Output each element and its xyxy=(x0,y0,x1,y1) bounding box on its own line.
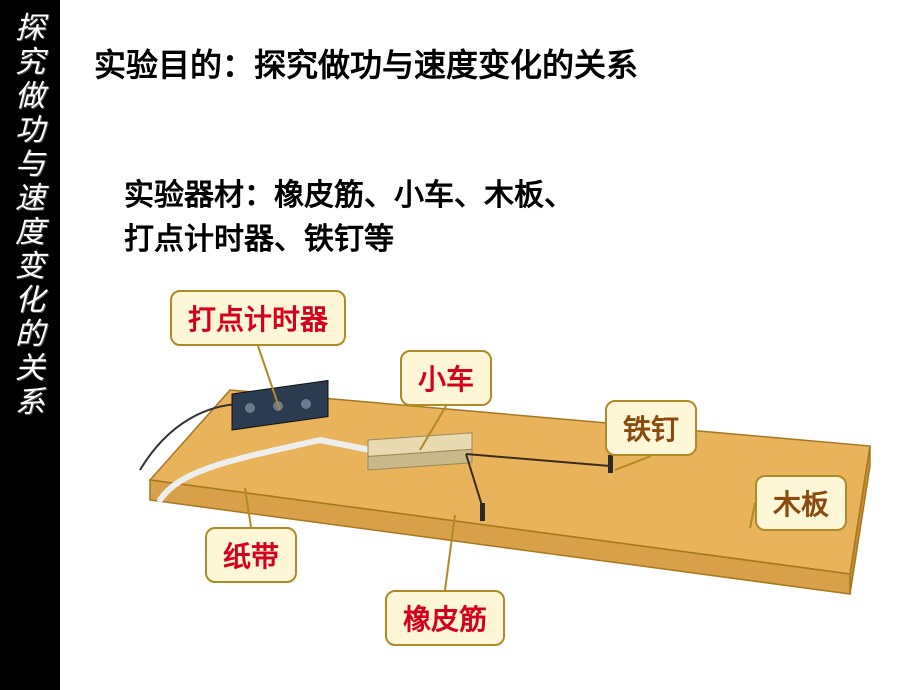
label-tape-text: 纸带 xyxy=(223,541,279,572)
sidebar-char: 变 xyxy=(15,250,45,284)
experiment-purpose-heading: 实验目的：探究做功与速度变化的关系 xyxy=(94,40,638,86)
label-timer: 打点计时器 xyxy=(170,290,346,346)
slide-content: 实验目的：探究做功与速度变化的关系 实验器材：橡皮筋、小车、木板、 打点计时器、… xyxy=(60,0,920,690)
label-board: 木板 xyxy=(755,475,847,531)
label-rubber-text: 橡皮筋 xyxy=(403,604,487,635)
label-cart-text: 小车 xyxy=(418,364,474,395)
sidebar-char: 关 xyxy=(15,352,45,386)
label-nail-text: 铁钉 xyxy=(623,414,679,445)
sidebar-char: 与 xyxy=(15,148,45,182)
sidebar-char: 度 xyxy=(15,216,45,250)
sidebar-char: 究 xyxy=(15,46,45,80)
sidebar-char: 做 xyxy=(15,80,45,114)
apparatus-diagram: 打点计时器 小车 铁钉 木板 纸带 橡皮筋 xyxy=(110,290,890,670)
sidebar-char: 的 xyxy=(15,318,45,352)
label-timer-text: 打点计时器 xyxy=(188,304,328,335)
sidebar-char: 探 xyxy=(15,12,45,46)
sidebar-title: 探究做功与速度变化的关系 xyxy=(0,0,60,690)
sidebar-char: 化 xyxy=(15,284,45,318)
sidebar-char: 速 xyxy=(15,182,45,216)
sidebar-char: 功 xyxy=(15,114,45,148)
label-tape: 纸带 xyxy=(205,527,297,583)
label-rubber: 橡皮筋 xyxy=(385,590,505,646)
equipment-line-2: 打点计时器、铁钉等 xyxy=(124,214,394,258)
label-cart: 小车 xyxy=(400,350,492,406)
sidebar-char: 系 xyxy=(15,386,45,420)
equipment-line-1: 实验器材：橡皮筋、小车、木板、 xyxy=(124,170,574,214)
label-board-text: 木板 xyxy=(773,489,829,520)
label-nail: 铁钉 xyxy=(605,400,697,456)
